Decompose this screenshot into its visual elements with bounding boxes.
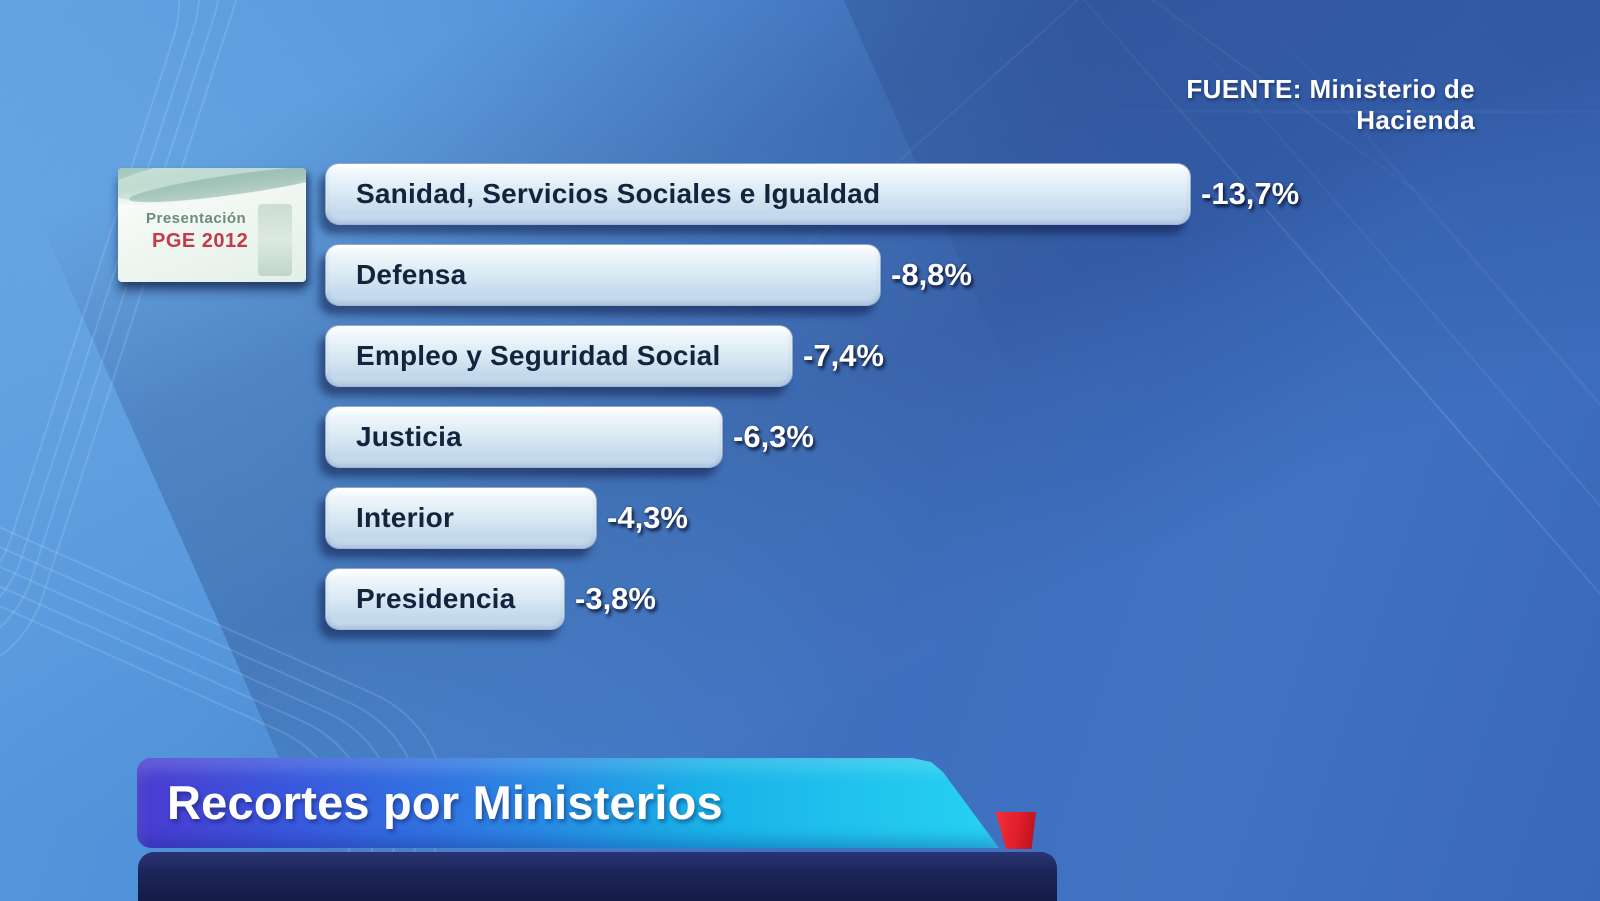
bar: Presidencia: [325, 568, 565, 630]
bar-value-label: -6,3%: [733, 419, 814, 454]
slide-thumbnail: Presentación PGE 2012: [118, 168, 306, 282]
thumbnail-figure: [258, 204, 292, 276]
page-title: Recortes por Ministerios: [167, 776, 723, 829]
bar-row: Interior -4,3%: [325, 487, 1600, 549]
bar-label: Justicia: [356, 421, 462, 452]
thumbnail-title: Presentación: [146, 210, 247, 227]
bar: Empleo y Seguridad Social: [325, 325, 793, 387]
bar: Justicia: [325, 406, 723, 468]
bar-value-label: -8,8%: [891, 257, 972, 292]
thumbnail-subtitle: PGE 2012: [152, 230, 249, 252]
bar-label: Presidencia: [356, 583, 516, 614]
bar-row: Empleo y Seguridad Social -7,4%: [325, 325, 1600, 387]
bar-value-label: -3,8%: [575, 581, 656, 616]
bar: Interior: [325, 487, 597, 549]
bar-row: Sanidad, Servicios Sociales e Igualdad -1…: [325, 163, 1600, 225]
background-streak: [966, 0, 1534, 278]
bar-label: Empleo y Seguridad Social: [356, 340, 721, 371]
lower-third-strip: [138, 852, 1057, 901]
source-attribution: FUENTE: Ministerio de Hacienda: [1186, 74, 1475, 135]
banner-red-accent: [995, 812, 1036, 849]
bar-value-label: -13,7%: [1201, 176, 1300, 211]
bar-row: Defensa -8,8%: [325, 244, 1600, 306]
bar: Sanidad, Servicios Sociales e Igualdad: [325, 163, 1191, 225]
bar-label: Defensa: [356, 259, 467, 290]
bar-label: Sanidad, Servicios Sociales e Igualdad: [356, 178, 881, 209]
bar-value-label: -4,3%: [607, 500, 688, 535]
bar: Defensa: [325, 244, 881, 306]
bar-row: Justicia -6,3%: [325, 406, 1600, 468]
bar-label: Interior: [356, 502, 455, 533]
background-curves-top-left: [0, 0, 272, 712]
bar-row: Presidencia -3,8%: [325, 568, 1600, 630]
title-banner: Recortes por Ministerios: [137, 758, 999, 848]
bar-value-label: -7,4%: [803, 338, 884, 373]
